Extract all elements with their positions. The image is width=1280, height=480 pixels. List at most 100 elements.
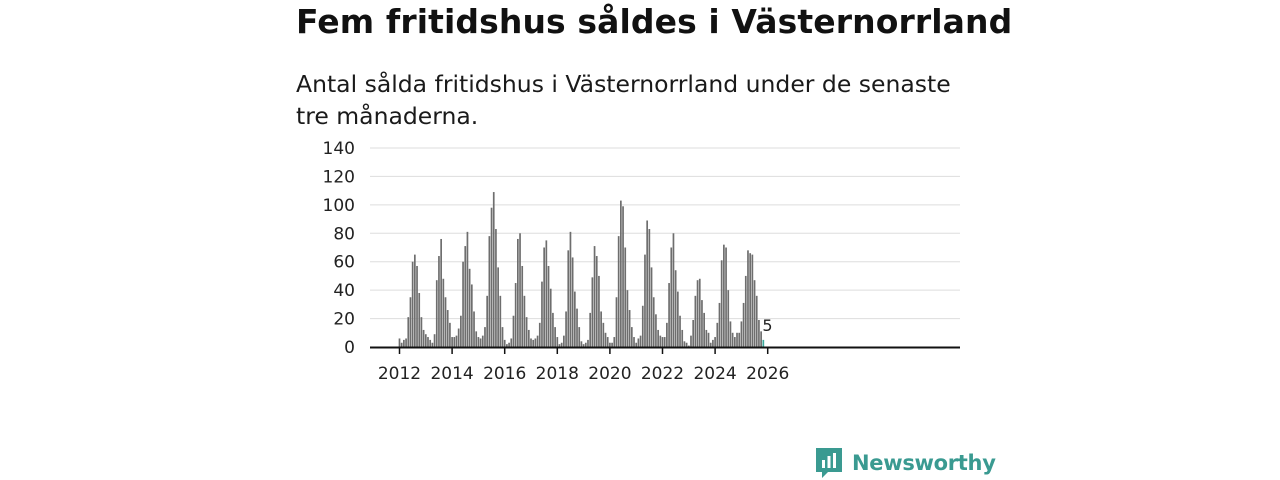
bar xyxy=(497,267,499,347)
bar xyxy=(571,257,574,347)
y-tick-label: 100 xyxy=(323,196,355,216)
bar xyxy=(420,317,423,347)
bar xyxy=(663,337,666,347)
bar xyxy=(657,329,659,347)
y-tick-label: 80 xyxy=(333,224,355,244)
y-tick-label: 60 xyxy=(333,253,355,273)
bar xyxy=(620,200,622,347)
x-tick-label: 2018 xyxy=(536,364,579,384)
bar xyxy=(716,322,719,347)
bar-series xyxy=(398,192,765,347)
bar xyxy=(519,233,521,347)
newsworthy-logo-icon xyxy=(816,448,842,478)
bar xyxy=(584,342,587,347)
grid-lines xyxy=(370,147,960,320)
bar xyxy=(755,295,758,347)
x-tick-label: 2020 xyxy=(588,364,631,384)
bar xyxy=(611,342,613,347)
bar xyxy=(650,267,653,347)
bar xyxy=(712,339,714,347)
bar xyxy=(687,345,690,347)
bar xyxy=(630,327,633,347)
y-tick-label: 120 xyxy=(323,167,355,187)
bar xyxy=(683,341,686,347)
bar xyxy=(641,305,644,347)
bar xyxy=(556,337,559,347)
bar xyxy=(694,295,697,347)
bar xyxy=(453,337,456,347)
bar xyxy=(609,342,611,347)
bar xyxy=(580,341,583,347)
bar xyxy=(433,334,436,347)
bar xyxy=(470,284,473,347)
bar xyxy=(733,337,736,347)
bar xyxy=(418,292,421,347)
bar xyxy=(617,236,620,347)
bar xyxy=(644,254,646,347)
bar xyxy=(747,250,749,347)
bar xyxy=(591,277,594,347)
bar xyxy=(760,331,762,347)
bar xyxy=(468,268,471,347)
bar xyxy=(670,247,673,347)
bar xyxy=(696,280,699,347)
bar xyxy=(521,265,524,347)
bar xyxy=(460,315,462,347)
bar xyxy=(479,338,482,347)
bar xyxy=(560,342,563,347)
bar xyxy=(569,231,572,347)
bar xyxy=(613,337,616,347)
bar xyxy=(403,339,405,347)
bar xyxy=(709,342,712,347)
bar xyxy=(758,319,760,347)
bar xyxy=(422,329,425,347)
bar xyxy=(676,291,679,347)
bar xyxy=(481,335,484,347)
bar xyxy=(679,315,681,347)
bar xyxy=(440,238,442,347)
bar xyxy=(633,337,635,347)
bar xyxy=(532,339,535,347)
bar xyxy=(736,332,738,347)
bar xyxy=(534,338,537,347)
bar xyxy=(655,314,657,347)
bar xyxy=(600,311,602,347)
bar xyxy=(446,310,449,347)
bar xyxy=(628,310,631,347)
x-tick-label: 2016 xyxy=(483,364,526,384)
bar xyxy=(731,332,734,347)
bar xyxy=(635,342,638,347)
bar xyxy=(595,256,598,347)
bar xyxy=(668,283,670,347)
bar xyxy=(705,329,708,347)
bar xyxy=(639,335,642,347)
bar xyxy=(565,311,567,347)
bar xyxy=(431,342,434,347)
bar xyxy=(503,339,506,347)
chart-title: Fem fritidshus såldes i Västernorrland xyxy=(296,2,1013,41)
x-tick-label: 2026 xyxy=(746,364,789,384)
bar xyxy=(477,337,480,347)
bar xyxy=(538,322,541,347)
bar xyxy=(473,311,475,347)
bar xyxy=(578,327,581,347)
bar xyxy=(740,321,743,347)
newsworthy-logo-text: Newsworthy xyxy=(852,451,996,475)
bar xyxy=(411,261,414,347)
bar xyxy=(554,327,556,347)
bar xyxy=(517,238,519,347)
bar xyxy=(523,295,526,347)
bar xyxy=(398,338,401,347)
bar xyxy=(606,337,609,347)
y-axis-ticks: 0 20 40 60 80 100 120 140 xyxy=(323,139,355,358)
bar xyxy=(405,338,407,347)
x-tick-label: 2024 xyxy=(693,364,736,384)
bar xyxy=(729,321,732,347)
x-tick-label: 2014 xyxy=(430,364,473,384)
bar xyxy=(707,332,710,347)
newsworthy-logo[interactable]: Newsworthy xyxy=(814,446,996,480)
x-tick-label: 2022 xyxy=(641,364,684,384)
bar xyxy=(690,335,692,347)
bar xyxy=(723,244,725,347)
